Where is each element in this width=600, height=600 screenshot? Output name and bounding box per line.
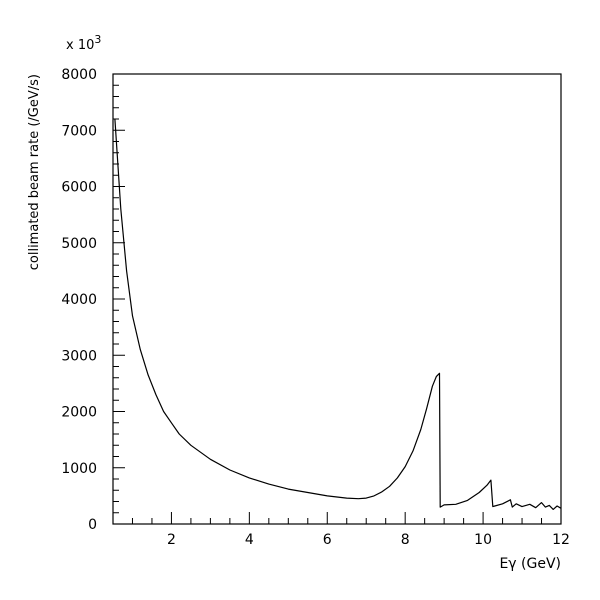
y-tick-label: 4000 xyxy=(61,292,97,308)
x-tick-label: 10 xyxy=(474,532,492,548)
x-tick-label: 8 xyxy=(401,532,410,548)
y-tick-label: 3000 xyxy=(61,348,97,364)
y-multiplier: x 103 xyxy=(66,33,101,53)
x-tick-label: 4 xyxy=(245,532,254,548)
x-axis-label: Eγ (GeV) xyxy=(499,556,561,572)
y-tick-label: 0 xyxy=(88,517,97,533)
series-line xyxy=(114,118,562,510)
x-tick-label: 2 xyxy=(167,532,176,548)
y-tick-label: 8000 xyxy=(61,67,97,83)
y-tick-label: 1000 xyxy=(61,461,97,477)
y-tick-label: 7000 xyxy=(61,123,97,139)
y-tick-label: 6000 xyxy=(61,180,97,196)
x-tick-label: 12 xyxy=(552,532,570,548)
y-axis-label: collimated beam rate (/GeV/s) xyxy=(27,74,42,270)
y-tick-label: 2000 xyxy=(61,405,97,421)
y-tick-label: 5000 xyxy=(61,236,97,252)
plot-frame xyxy=(112,73,562,525)
x-tick-label: 6 xyxy=(323,532,332,548)
y-multiplier-exponent: 3 xyxy=(94,33,101,46)
